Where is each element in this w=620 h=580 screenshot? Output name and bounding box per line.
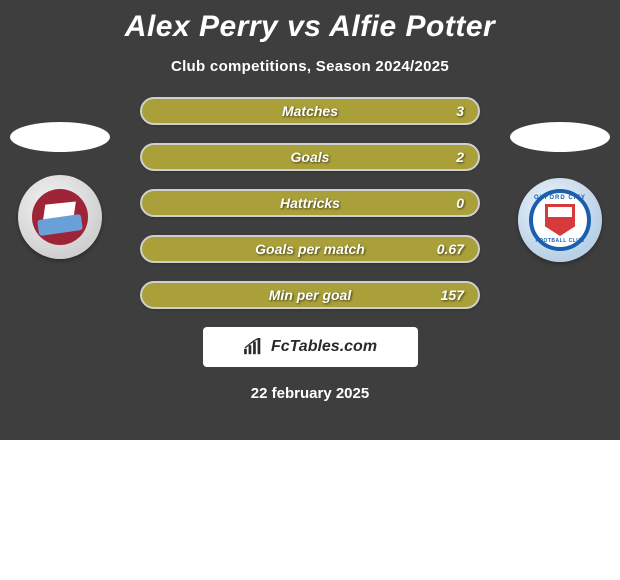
stat-label: Goals per match: [255, 241, 365, 257]
crest-right-bottom-text: FOOTBALL CLUB: [536, 238, 585, 244]
stat-label: Min per goal: [269, 287, 351, 303]
stat-label: Goals: [291, 149, 330, 165]
stat-value: 0: [456, 195, 464, 211]
date-text: 22 february 2025: [0, 385, 620, 402]
bar-chart-icon: [243, 338, 265, 356]
right-pill: [510, 122, 610, 152]
stats-list: Matches 3 Goals 2 Hattricks 0 Goals per …: [140, 97, 480, 309]
stat-row-goals-per-match: Goals per match 0.67: [140, 235, 480, 263]
left-pill: [10, 122, 110, 152]
stat-row-goals: Goals 2: [140, 143, 480, 171]
crest-right-top-text: OXFORD CITY: [534, 195, 586, 201]
stat-row-hattricks: Hattricks 0: [140, 189, 480, 217]
shield-icon: [545, 204, 575, 236]
stat-label: Hattricks: [280, 195, 340, 211]
left-club-crest: [18, 175, 102, 259]
brand-text: FcTables.com: [271, 338, 377, 356]
oxford-city-crest-icon: OXFORD CITY FOOTBALL CLUB: [529, 189, 591, 251]
stat-value: 2: [456, 149, 464, 165]
stat-value: 157: [441, 287, 464, 303]
right-club-crest: OXFORD CITY FOOTBALL CLUB: [518, 178, 602, 262]
comparison-card: Alex Perry vs Alfie Potter Club competit…: [0, 0, 620, 440]
brand-box: FcTables.com: [203, 327, 418, 367]
stat-value: 0.67: [437, 241, 464, 257]
page-title: Alex Perry vs Alfie Potter: [0, 0, 620, 44]
stat-row-min-per-goal: Min per goal 157: [140, 281, 480, 309]
subtitle: Club competitions, Season 2024/2025: [0, 58, 620, 75]
stat-value: 3: [456, 103, 464, 119]
stat-row-matches: Matches 3: [140, 97, 480, 125]
stat-label: Matches: [282, 103, 338, 119]
scunthorpe-crest-icon: [32, 189, 88, 245]
